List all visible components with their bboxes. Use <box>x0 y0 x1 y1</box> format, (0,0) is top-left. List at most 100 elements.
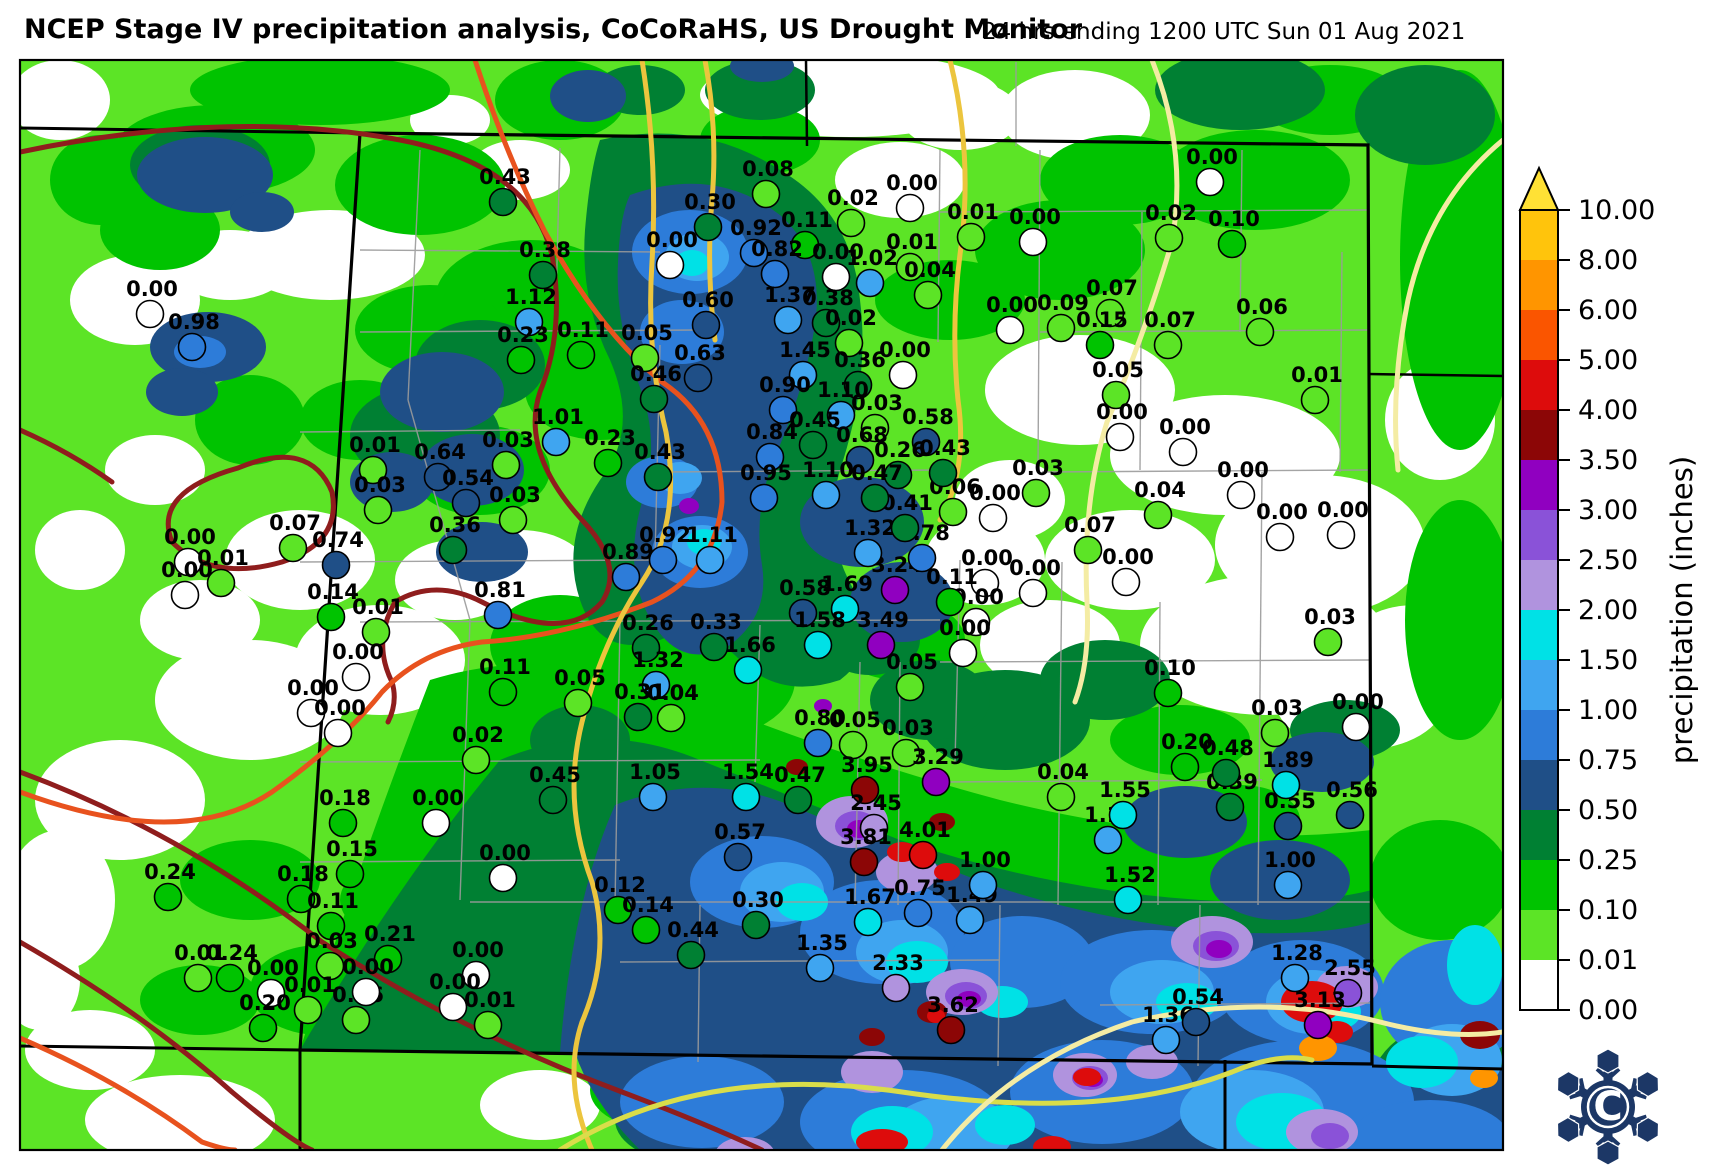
station-marker <box>751 179 781 209</box>
station-marker <box>741 910 771 940</box>
station-marker <box>363 495 393 525</box>
station-marker <box>438 992 468 1022</box>
colorbar-segment <box>1520 760 1558 810</box>
station-marker <box>1273 811 1303 841</box>
station-marker <box>895 672 925 702</box>
station: 0.03 <box>851 391 903 443</box>
station: 0.07 <box>269 511 321 563</box>
colorbar-segment <box>1520 860 1558 910</box>
station-marker <box>643 462 673 492</box>
station-marker <box>836 208 866 238</box>
station-value: 0.30 <box>732 888 784 912</box>
station: 0.01 <box>284 973 336 1025</box>
station: 0.04 <box>647 681 699 733</box>
station-marker <box>788 598 818 628</box>
station-marker <box>135 299 165 329</box>
station-value: 1.01 <box>532 405 584 429</box>
colorbar-tick-label: 5.00 <box>1578 345 1638 376</box>
station-marker <box>461 960 491 990</box>
station-marker <box>631 915 661 945</box>
station-value: 0.03 <box>851 391 903 415</box>
colorbar-tick-label: 0.75 <box>1578 745 1638 776</box>
station-marker <box>451 488 481 518</box>
station: 3.62 <box>927 993 979 1045</box>
station-marker <box>1181 1007 1211 1037</box>
station-value: 0.01 <box>284 973 336 997</box>
station-value: 0.60 <box>682 288 734 312</box>
station: 0.05 <box>1092 358 1144 410</box>
station-marker <box>788 360 818 390</box>
station-marker <box>1170 752 1200 782</box>
station-value: 0.00 <box>342 955 394 979</box>
station-marker <box>956 222 986 252</box>
station-marker <box>850 775 880 805</box>
station-value: 3.81 <box>840 825 892 849</box>
station-value: 1.10 <box>817 378 869 402</box>
station-marker <box>1073 535 1103 565</box>
station: 0.00 <box>412 786 464 838</box>
station-value: 0.00 <box>886 171 938 195</box>
station: 0.02 <box>1145 201 1197 253</box>
station: 0.55 <box>1264 789 1316 841</box>
station-value: 0.03 <box>1012 456 1064 480</box>
station-value: 0.74 <box>312 528 364 552</box>
station-value: 1.52 <box>1104 863 1156 887</box>
station-marker <box>316 602 346 632</box>
station: 0.47 <box>851 461 903 513</box>
station: 0.04 <box>904 258 956 310</box>
station-marker <box>1333 978 1363 1008</box>
station-value: 0.47 <box>774 763 826 787</box>
station-value: 0.03 <box>882 716 934 740</box>
station-value: 0.58 <box>779 576 831 600</box>
station-marker <box>1021 478 1051 508</box>
station-value: 0.11 <box>557 318 609 342</box>
station-marker <box>853 538 883 568</box>
station-marker <box>913 280 943 310</box>
colorbar-tick-label: 3.50 <box>1578 445 1638 476</box>
station-value: 0.00 <box>646 228 698 252</box>
station: 0.00 <box>886 171 938 223</box>
station-marker <box>656 703 686 733</box>
station: 0.03 <box>354 473 406 525</box>
station-marker <box>461 745 491 775</box>
station: 0.00 <box>452 938 504 990</box>
station: 0.03 <box>306 929 358 981</box>
station: 0.30 <box>732 888 784 940</box>
station: 0.05 <box>554 666 606 718</box>
station: 0.11 <box>307 889 359 941</box>
station-value: 0.11 <box>479 655 531 679</box>
station-value: 0.15 <box>1076 308 1128 332</box>
colorbar-tick-label: 1.00 <box>1578 695 1638 726</box>
station-marker <box>183 963 213 993</box>
station-marker <box>760 259 790 289</box>
station: 0.05 <box>621 321 673 373</box>
station-value: 0.95 <box>740 461 792 485</box>
station: 0.03 <box>882 716 934 768</box>
station: 0.54 <box>1172 985 1224 1037</box>
station-marker <box>859 813 889 843</box>
station-value: 0.00 <box>1217 458 1269 482</box>
station: 0.00 <box>1186 145 1238 197</box>
station: 0.75 <box>894 876 946 928</box>
station-marker <box>593 448 623 478</box>
station: 0.47 <box>774 763 826 815</box>
station-value: 0.44 <box>667 918 719 942</box>
station-marker <box>811 308 841 338</box>
station-value: 0.02 <box>1145 201 1197 225</box>
station-value: 4.01 <box>899 818 951 842</box>
station-value: 0.05 <box>621 321 673 345</box>
station-marker <box>1271 770 1301 800</box>
station: 0.00 <box>1317 498 1369 550</box>
station-marker <box>1093 825 1123 855</box>
station-value: 1.32 <box>632 648 684 672</box>
station-marker <box>170 580 200 610</box>
station: 0.00 <box>247 956 299 1008</box>
station-value: 0.45 <box>789 408 841 432</box>
station: 0.06 <box>1236 295 1288 347</box>
station: 0.36 <box>429 513 481 565</box>
station-value: 0.63 <box>674 341 726 365</box>
station-marker <box>880 575 910 605</box>
station: 0.00 <box>1009 205 1061 257</box>
station-value: 0.23 <box>497 323 549 347</box>
valid-time-label: 24 hrs ending 1200 UTC Sun 01 Aug 2021 <box>982 19 1466 45</box>
